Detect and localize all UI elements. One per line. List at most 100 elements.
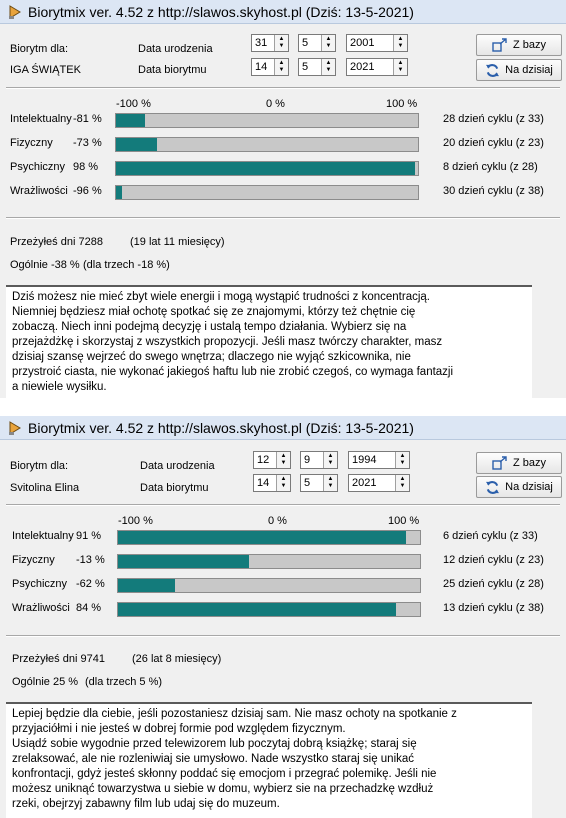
overall-three: (dla trzech 5 %) (85, 676, 163, 688)
cycle-info-intellectual: 6 dzień cyklu (z 33) (443, 530, 538, 542)
lived-years: (26 lat 8 miesięcy) (132, 653, 222, 665)
separator (6, 635, 560, 637)
cycle-percent-psychic: 98 % (73, 161, 99, 173)
z-bazy-button[interactable]: Z bazy (476, 34, 562, 56)
description-line: Lepiej będzie dla ciebie, jeśli pozostan… (12, 708, 457, 720)
cycle-label-physical: Fizyczny (10, 137, 53, 149)
bar-fill (118, 531, 406, 544)
na-dzisiaj-button[interactable]: Na dzisiaj (476, 476, 562, 498)
birth-day-spinner[interactable]: 12 ▲ ▼ (253, 451, 291, 469)
database-arrow-icon (492, 38, 508, 52)
description-line: przyjaciółmi i nie jesteś w dobrej formi… (12, 723, 346, 735)
spinner-arrows-icon[interactable]: ▲ ▼ (395, 452, 409, 468)
birth-year-spinner[interactable]: 1994 ▲ ▼ (348, 451, 410, 469)
spinner-arrows-icon[interactable]: ▲ ▼ (321, 35, 335, 51)
cycle-percent-psychic: -62 % (76, 578, 105, 590)
description-line: zobaczą. Niech inni podejmą decyzję i us… (12, 321, 407, 333)
cycle-label-physical: Fizyczny (12, 554, 55, 566)
cycle-percent-intellectual: 91 % (76, 530, 102, 542)
refresh-icon (485, 480, 500, 495)
bar-intellectual (115, 113, 419, 128)
description-box: Dziś możesz nie mieć zbyt wiele energii … (6, 285, 532, 398)
birth-month-spinner[interactable]: 9 ▲ ▼ (300, 451, 338, 469)
spinner-arrows-icon[interactable]: ▲ ▼ (276, 452, 290, 468)
lived-years: (19 lat 11 miesięcy) (130, 236, 225, 248)
target-year-spinner[interactable]: 2021 ▲ ▼ (348, 474, 410, 492)
z-bazy-button[interactable]: Z bazy (476, 452, 562, 474)
bar-physical (115, 137, 419, 152)
description-line: przystroić ciasta, nie wykonać jakiegoś … (12, 366, 454, 378)
bar-sensitivity (115, 185, 419, 200)
overall-percent: Ogólnie -38 % (10, 259, 80, 271)
person-name: Svitolina Elina (10, 482, 80, 494)
birth-date-label: Data urodzenia (140, 460, 215, 472)
description-line: Niemniej będziesz miał ochotę spotkać si… (12, 306, 416, 318)
app-logo-icon (6, 419, 24, 437)
spinner-arrows-icon[interactable]: ▲ ▼ (274, 59, 288, 75)
scale-min: -100 % (116, 98, 151, 110)
target-day-spinner[interactable]: 14 ▲ ▼ (251, 58, 289, 76)
bar-fill (118, 579, 175, 592)
spinner-arrows-icon[interactable]: ▲ ▼ (321, 59, 335, 75)
biorytmix-window-2: Biorytmix ver. 4.52 z http://slawos.skyh… (0, 416, 566, 818)
scale-max: 100 % (386, 98, 418, 110)
description-line: rzeki, obejrzyj zabawny film lub udaj si… (12, 798, 280, 810)
cycle-percent-sensitivity: -96 % (73, 185, 102, 197)
birth-month-spinner[interactable]: 5 ▲ ▼ (298, 34, 336, 52)
cycle-info-intellectual: 28 dzień cyklu (z 33) (443, 113, 544, 125)
description-line: przejażdżkę i skorzystaj z wszystkich pr… (12, 336, 443, 348)
scale-min: -100 % (118, 515, 153, 527)
spinner-arrows-icon[interactable]: ▲ ▼ (323, 452, 337, 468)
bar-fill (116, 162, 415, 175)
spinner-arrows-icon[interactable]: ▲ ▼ (395, 475, 409, 491)
target-date-label: Data biorytmu (138, 64, 207, 76)
target-month-spinner[interactable]: 5 ▲ ▼ (300, 474, 338, 492)
target-day-spinner[interactable]: 14 ▲ ▼ (253, 474, 291, 492)
bar-physical (117, 554, 421, 569)
spinner-arrows-icon[interactable]: ▲ ▼ (393, 59, 407, 75)
birth-day-spinner[interactable]: 31 ▲ ▼ (251, 34, 289, 52)
window-gap (0, 398, 566, 416)
bar-fill (116, 138, 157, 151)
cycle-label-psychic: Psychiczny (10, 161, 66, 173)
scale-mid: 0 % (268, 515, 287, 527)
bar-intellectual (117, 530, 421, 545)
cycle-label-sensitivity: Wrażliwości (12, 602, 70, 614)
bar-fill (118, 555, 249, 568)
cycle-percent-intellectual: -81 % (73, 113, 102, 125)
title-bar[interactable]: Biorytmix ver. 4.52 z http://slawos.skyh… (0, 416, 566, 440)
title-bar[interactable]: Biorytmix ver. 4.52 z http://slawos.skyh… (0, 0, 566, 24)
cycle-info-psychic: 25 dzień cyklu (z 28) (443, 578, 544, 590)
separator (6, 217, 560, 219)
cycle-info-physical: 20 dzień cyklu (z 23) (443, 137, 544, 149)
na-dzisiaj-button[interactable]: Na dzisiaj (476, 59, 562, 81)
bar-psychic (115, 161, 419, 176)
cycle-label-psychic: Psychiczny (12, 578, 68, 590)
bar-psychic (117, 578, 421, 593)
window-title: Biorytmix ver. 4.52 z http://slawos.skyh… (28, 419, 414, 436)
description-line: Usiądź sobie wygodnie przed telewizorem … (12, 738, 417, 750)
cycle-percent-sensitivity: 84 % (76, 602, 102, 614)
target-month-spinner[interactable]: 5 ▲ ▼ (298, 58, 336, 76)
bar-sensitivity (117, 602, 421, 617)
spinner-arrows-icon[interactable]: ▲ ▼ (274, 35, 288, 51)
birth-year-spinner[interactable]: 2001 ▲ ▼ (346, 34, 408, 52)
bar-fill (116, 114, 145, 127)
bar-fill (116, 186, 122, 199)
window-title: Biorytmix ver. 4.52 z http://slawos.skyh… (28, 3, 414, 20)
spinner-arrows-icon[interactable]: ▲ ▼ (393, 35, 407, 51)
biorytm-dla-label: Biorytm dla: (10, 43, 69, 55)
cycle-label-intellectual: Intelektualny (12, 530, 74, 542)
cycle-info-psychic: 8 dzień cyklu (z 28) (443, 161, 538, 173)
biorytmix-window-1: Biorytmix ver. 4.52 z http://slawos.skyh… (0, 0, 566, 398)
target-year-spinner[interactable]: 2021 ▲ ▼ (346, 58, 408, 76)
spinner-arrows-icon[interactable]: ▲ ▼ (276, 475, 290, 491)
person-name: IGA ŚWIĄTEK (10, 64, 81, 76)
description-line: zrelaksować, ale nie rozleniwiaj sie umy… (12, 753, 415, 765)
scale-max: 100 % (388, 515, 420, 527)
spinner-arrows-icon[interactable]: ▲ ▼ (323, 475, 337, 491)
refresh-icon (485, 63, 500, 78)
database-arrow-icon (492, 456, 508, 470)
description-box: Lepiej będzie dla ciebie, jeśli pozostan… (6, 702, 532, 818)
cycle-info-physical: 12 dzień cyklu (z 23) (443, 554, 544, 566)
